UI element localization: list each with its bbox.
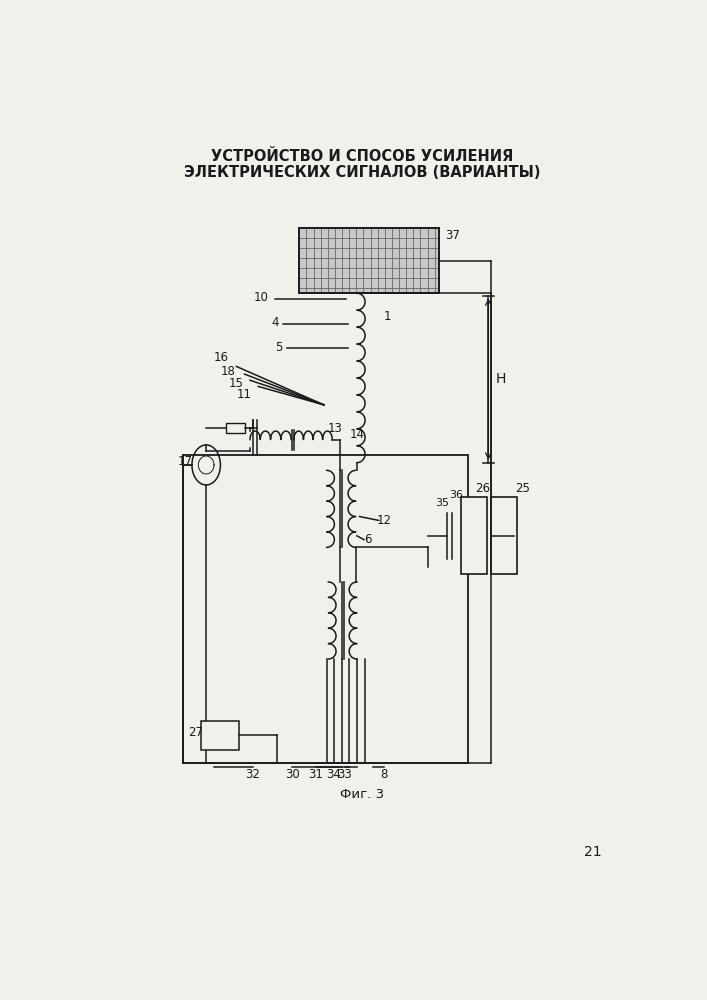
Text: 35: 35 bbox=[435, 498, 449, 508]
Bar bbox=[299, 228, 439, 293]
Text: 1: 1 bbox=[383, 310, 391, 323]
Text: 36: 36 bbox=[450, 490, 464, 500]
Text: 5: 5 bbox=[275, 341, 283, 354]
Bar bbox=[226, 423, 245, 433]
Text: 13: 13 bbox=[327, 422, 342, 434]
Text: 31: 31 bbox=[308, 768, 323, 781]
Text: 16: 16 bbox=[214, 351, 228, 364]
Text: 21: 21 bbox=[584, 844, 601, 858]
Text: 11: 11 bbox=[237, 388, 252, 401]
Text: Фиг. 3: Фиг. 3 bbox=[340, 788, 385, 801]
Bar bbox=[491, 497, 518, 574]
Bar bbox=[299, 228, 439, 293]
Text: 37: 37 bbox=[445, 229, 460, 242]
Text: 10: 10 bbox=[254, 291, 269, 304]
Bar bbox=[201, 721, 239, 750]
Text: H: H bbox=[495, 372, 506, 386]
Text: ЭЛЕКТРИЧЕСКИХ СИГНАЛОВ (ВАРИАНТЫ): ЭЛЕКТРИЧЕСКИХ СИГНАЛОВ (ВАРИАНТЫ) bbox=[184, 165, 541, 180]
Text: 15: 15 bbox=[229, 377, 244, 390]
Text: 6: 6 bbox=[364, 533, 372, 546]
Text: 26: 26 bbox=[475, 482, 491, 495]
Text: 30: 30 bbox=[285, 768, 300, 781]
Bar bbox=[461, 497, 487, 574]
Text: 18: 18 bbox=[221, 365, 235, 378]
Text: 33: 33 bbox=[337, 768, 352, 781]
Bar bbox=[182, 455, 467, 763]
Text: 12: 12 bbox=[377, 514, 392, 527]
Text: 4: 4 bbox=[271, 316, 279, 329]
Text: 14: 14 bbox=[349, 428, 364, 441]
Text: 27: 27 bbox=[188, 726, 204, 739]
Text: 17: 17 bbox=[177, 455, 192, 468]
Text: 25: 25 bbox=[515, 482, 530, 495]
Text: 34: 34 bbox=[327, 768, 341, 781]
Text: УСТРОЙСТВО И СПОСОБ УСИЛЕНИЯ: УСТРОЙСТВО И СПОСОБ УСИЛЕНИЯ bbox=[211, 149, 513, 164]
Text: 8: 8 bbox=[380, 768, 388, 781]
Text: 32: 32 bbox=[245, 768, 260, 781]
